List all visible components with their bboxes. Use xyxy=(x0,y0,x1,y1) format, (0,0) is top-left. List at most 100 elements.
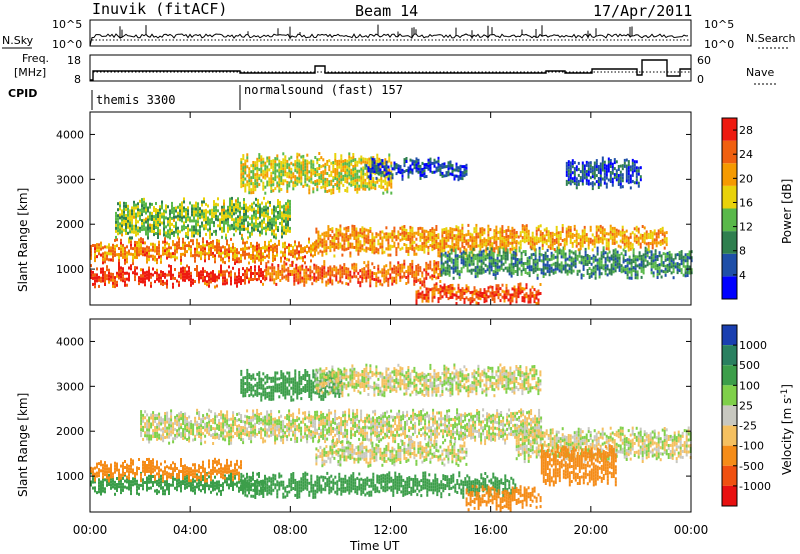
power-cell xyxy=(128,266,130,270)
power-cell xyxy=(439,287,442,291)
power-cell xyxy=(562,246,565,250)
power-cell xyxy=(435,282,438,286)
power-cell xyxy=(629,165,632,169)
power-cell xyxy=(262,252,264,256)
power-cell xyxy=(212,242,214,246)
power-cell xyxy=(439,296,442,300)
power-cell xyxy=(632,248,635,252)
power-cell xyxy=(190,248,192,252)
power-cell xyxy=(460,270,463,274)
power-cell xyxy=(623,233,626,237)
power-cell xyxy=(312,187,315,191)
power-cell xyxy=(482,258,485,262)
power-cell xyxy=(283,269,286,273)
power-cell xyxy=(495,234,498,238)
power-cell xyxy=(560,267,563,271)
power-cell xyxy=(411,241,414,245)
power-cell xyxy=(482,261,485,265)
power-cell xyxy=(554,261,557,265)
power-cell xyxy=(355,239,358,243)
power-cell xyxy=(574,262,577,266)
power-cell xyxy=(372,177,375,181)
power-cell xyxy=(457,283,460,287)
power-cell xyxy=(288,175,291,179)
power-cell xyxy=(158,279,160,283)
power-cell xyxy=(668,268,671,272)
power-cell xyxy=(178,237,180,241)
power-cell xyxy=(407,250,410,253)
power-cell xyxy=(123,207,125,211)
power-cell xyxy=(465,284,468,288)
power-cell xyxy=(593,161,596,165)
power-cell xyxy=(108,243,110,247)
power-cell xyxy=(383,235,386,239)
power-cell xyxy=(614,269,617,273)
power-cell xyxy=(439,284,442,288)
power-cell xyxy=(286,165,289,169)
power-cell xyxy=(603,166,606,170)
power-cell xyxy=(509,241,512,245)
power-cell xyxy=(425,296,428,300)
power-cell xyxy=(389,244,392,248)
power-cell xyxy=(282,179,285,183)
power-cell xyxy=(492,255,495,258)
power-cell xyxy=(601,168,604,172)
power-cell xyxy=(469,238,472,242)
power-cell xyxy=(335,278,338,282)
power-cell xyxy=(244,247,246,251)
power-cell xyxy=(293,279,296,283)
power-cell xyxy=(655,235,658,239)
power-cell xyxy=(158,246,160,250)
power-cell xyxy=(605,232,608,236)
power-cell xyxy=(519,291,522,295)
power-cell xyxy=(664,270,667,274)
power-cell xyxy=(255,203,257,207)
power-cell xyxy=(248,167,251,171)
power-cell xyxy=(379,270,382,274)
power-cell xyxy=(160,270,162,274)
power-cell xyxy=(577,167,580,171)
power-cell xyxy=(240,253,242,257)
power-cell xyxy=(463,300,466,304)
power-cell xyxy=(278,177,281,181)
power-cell xyxy=(459,288,462,292)
power-cell xyxy=(244,250,246,254)
power-cell xyxy=(335,245,338,249)
power-cell xyxy=(275,276,278,280)
power-cell xyxy=(571,180,574,184)
power-cell xyxy=(270,248,272,252)
power-cell xyxy=(199,213,201,217)
power-cell xyxy=(488,253,491,257)
power-cell xyxy=(153,215,155,219)
power-cell xyxy=(215,205,217,209)
power-cell xyxy=(279,215,281,219)
power-cell xyxy=(330,179,333,183)
power-cell xyxy=(359,243,362,247)
power-cell xyxy=(106,277,108,281)
power-cell xyxy=(126,254,128,258)
power-cell xyxy=(439,251,442,255)
power-cell xyxy=(188,266,190,270)
power-cell xyxy=(296,248,298,252)
power-cell xyxy=(285,232,287,236)
power-cell xyxy=(611,238,614,242)
power-cell xyxy=(131,224,133,228)
power-cell xyxy=(490,247,493,251)
power-cell xyxy=(106,274,108,278)
power-cell xyxy=(300,173,303,177)
power-cell xyxy=(525,227,528,231)
power-cell xyxy=(337,234,340,238)
power-cell xyxy=(102,276,104,280)
power-cell xyxy=(482,249,485,253)
power-cell xyxy=(110,278,112,282)
power-cell xyxy=(279,270,282,273)
power-cell xyxy=(312,181,315,185)
power-cell xyxy=(384,170,387,174)
power-cell xyxy=(161,200,163,204)
power-cell xyxy=(331,236,334,240)
power-cell xyxy=(352,174,355,177)
power-cell xyxy=(387,238,390,242)
power-cell xyxy=(586,272,589,275)
power-cell xyxy=(527,300,530,304)
power-cell xyxy=(615,169,618,173)
